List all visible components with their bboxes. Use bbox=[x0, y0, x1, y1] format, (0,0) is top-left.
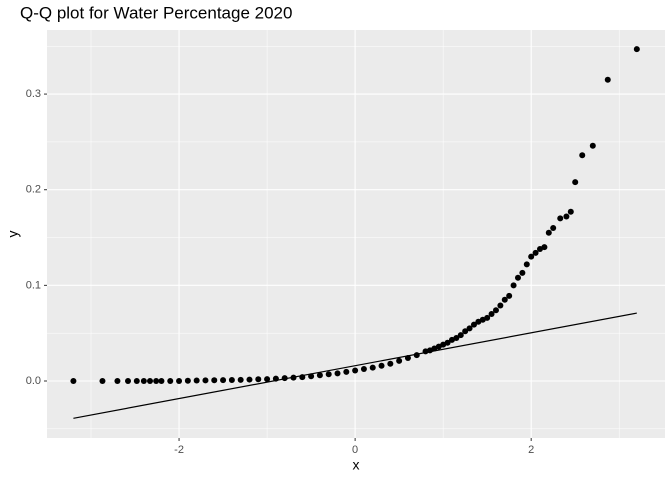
point bbox=[124, 377, 131, 384]
point bbox=[532, 249, 539, 256]
point bbox=[462, 328, 469, 335]
point bbox=[343, 368, 350, 375]
point bbox=[484, 314, 491, 321]
point bbox=[514, 274, 521, 281]
point bbox=[316, 372, 323, 379]
point bbox=[334, 370, 341, 377]
point bbox=[497, 302, 504, 309]
y-tick-label: 0.2 bbox=[26, 184, 41, 196]
point bbox=[550, 224, 557, 231]
y-tick-label: 0.1 bbox=[26, 279, 41, 291]
point bbox=[572, 179, 579, 186]
point bbox=[563, 213, 570, 220]
point bbox=[579, 152, 586, 159]
point bbox=[153, 377, 160, 384]
chart-title: Q-Q plot for Water Percentage 2020 bbox=[20, 3, 292, 22]
reference-line bbox=[73, 312, 637, 419]
point bbox=[220, 377, 227, 384]
point bbox=[466, 325, 473, 332]
point bbox=[396, 357, 403, 364]
point bbox=[202, 377, 209, 384]
point bbox=[545, 229, 552, 236]
point bbox=[114, 377, 121, 384]
point bbox=[528, 253, 535, 260]
point bbox=[99, 377, 106, 384]
point bbox=[70, 377, 77, 384]
point bbox=[184, 377, 191, 384]
point bbox=[589, 142, 596, 149]
point bbox=[457, 332, 464, 339]
point bbox=[360, 366, 367, 373]
point bbox=[444, 339, 451, 346]
point bbox=[604, 76, 611, 83]
point bbox=[133, 377, 140, 384]
point bbox=[264, 376, 271, 383]
point bbox=[470, 321, 477, 328]
point bbox=[523, 261, 530, 268]
point bbox=[492, 307, 499, 314]
x-tick-label: 0 bbox=[352, 444, 358, 456]
point bbox=[506, 292, 513, 299]
point bbox=[378, 362, 385, 369]
y-tick-label: 0.3 bbox=[26, 88, 41, 100]
point bbox=[488, 311, 495, 318]
point bbox=[510, 282, 517, 289]
x-axis-label: x bbox=[353, 457, 360, 473]
point bbox=[567, 208, 574, 215]
x-tick-label: 2 bbox=[528, 444, 534, 456]
point bbox=[176, 377, 183, 384]
point bbox=[211, 377, 218, 384]
point bbox=[453, 334, 460, 341]
point bbox=[541, 244, 548, 251]
point bbox=[246, 376, 253, 383]
point bbox=[633, 46, 640, 53]
point bbox=[147, 377, 153, 384]
point bbox=[369, 364, 376, 371]
point bbox=[158, 377, 165, 384]
y-tick-label: 0.0 bbox=[26, 375, 41, 387]
point bbox=[387, 360, 394, 367]
point bbox=[501, 296, 508, 303]
point bbox=[237, 376, 244, 383]
y-axis-label: y bbox=[5, 231, 21, 238]
point bbox=[255, 376, 262, 383]
point bbox=[325, 371, 332, 378]
point bbox=[557, 215, 564, 222]
point bbox=[519, 269, 526, 276]
point bbox=[193, 377, 200, 384]
point bbox=[167, 377, 174, 384]
point bbox=[228, 377, 235, 384]
point bbox=[140, 377, 147, 384]
panel bbox=[47, 30, 665, 438]
point bbox=[352, 367, 359, 374]
x-tick-label: -2 bbox=[174, 444, 184, 456]
